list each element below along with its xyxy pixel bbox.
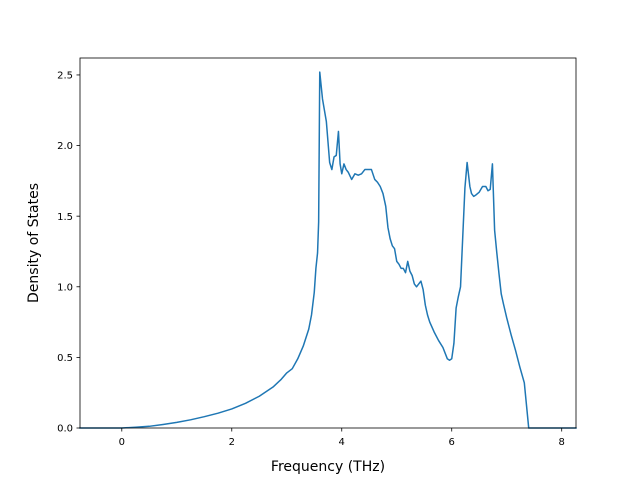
series-line-group	[79, 71, 577, 429]
y-tick-label: 0.0	[57, 424, 73, 435]
x-tick-label: 2	[229, 437, 235, 448]
x-axis-label: Frequency (THz)	[271, 459, 385, 475]
y-tick-label: 1.5	[57, 212, 73, 223]
y-axis-ticks: 0.0 0.5 1.0 1.5 2.0 2.5	[57, 71, 80, 435]
y-axis-label: Density of States	[26, 183, 42, 303]
y-tick-label: 2.0	[57, 141, 73, 152]
x-axis-ticks: 0 2 4 6 8	[119, 428, 565, 448]
y-tick-label: 2.5	[57, 71, 73, 82]
x-tick-label: 8	[559, 437, 565, 448]
y-tick-label: 1.0	[57, 282, 73, 293]
dos-series-line-0	[79, 71, 577, 429]
y-tick-label: 0.5	[57, 353, 73, 364]
axes-frame	[79, 57, 577, 429]
x-tick-label: 0	[119, 437, 125, 448]
x-tick-label: 4	[339, 437, 345, 448]
x-tick-label: 6	[449, 437, 455, 448]
